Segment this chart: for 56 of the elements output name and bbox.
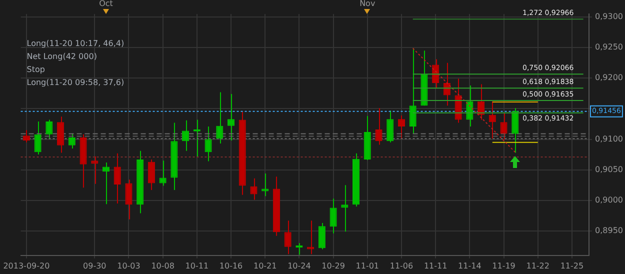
candlestick <box>34 121 42 156</box>
annotation: Net Long(42 000) <box>26 52 97 62</box>
candlestick <box>22 130 30 143</box>
x-tick-label: 10-11 <box>185 261 209 270</box>
y-tick-label: 0,8950 <box>595 226 623 236</box>
y-tick-label: 0,9250 <box>595 42 623 52</box>
y-tick-label: 0,9050 <box>595 164 623 174</box>
candlestick <box>443 62 450 106</box>
x-tick-label: 10-08 <box>151 261 174 270</box>
annotation: Stop <box>26 65 45 74</box>
text: Nov <box>360 0 376 8</box>
candlestick <box>512 108 519 154</box>
x-tick-label: 11-22 <box>526 261 550 270</box>
x-tick-label: 10-24 <box>288 261 311 270</box>
x-tick-label: 11-11 <box>424 261 448 270</box>
y-tick-label: 0,9000 <box>595 195 623 204</box>
y-tick-label: 0,9300 <box>595 12 623 22</box>
x-tick-label: 11-25 <box>560 261 584 270</box>
x-tick-label: 11-01 <box>356 261 380 270</box>
x-tick-label: 10-03 <box>117 261 140 270</box>
candlestick <box>57 116 64 154</box>
x-tick-label: 10-21 <box>253 261 277 270</box>
candlestick <box>318 222 326 250</box>
candlestick <box>46 119 53 140</box>
candlestick <box>227 94 235 142</box>
candlestick <box>91 156 98 184</box>
candlestick <box>204 126 212 162</box>
candlestick <box>488 100 496 140</box>
text: Oct <box>99 0 113 8</box>
candlestick <box>478 84 485 120</box>
candlestick <box>330 198 337 234</box>
candlestick <box>114 152 121 204</box>
candlestick <box>284 220 292 255</box>
annotation: Long(11-20 09:58, 37,6) <box>26 78 124 88</box>
candlestick <box>341 184 348 232</box>
candlestick <box>159 160 166 186</box>
x-tick-label: 10-16 <box>219 261 243 270</box>
candlestick <box>432 58 440 88</box>
x-tick-label: 11-19 <box>492 261 516 270</box>
y-tick-label: 0,9100 <box>595 134 623 144</box>
candlestick <box>375 108 382 146</box>
candlestick <box>296 242 303 256</box>
x-tick-label: 09-30 <box>83 261 106 270</box>
candlestick <box>125 179 132 220</box>
candlestick <box>409 48 416 134</box>
x-tick-label: 10-29 <box>322 261 345 270</box>
candlestick <box>148 158 155 191</box>
candlestick <box>250 178 258 200</box>
x-tick-label: 2013-09-20 <box>3 261 50 270</box>
y-tick-label: 0,9200 <box>595 73 623 82</box>
candlestick <box>386 110 394 143</box>
x-tick-label: 11-06 <box>390 261 414 270</box>
candlestick <box>307 220 314 255</box>
x-tick-label: 11-14 <box>458 261 482 270</box>
candlestick <box>216 92 224 144</box>
annotation: Long(11-20 10:17, 46,4) <box>26 39 124 48</box>
